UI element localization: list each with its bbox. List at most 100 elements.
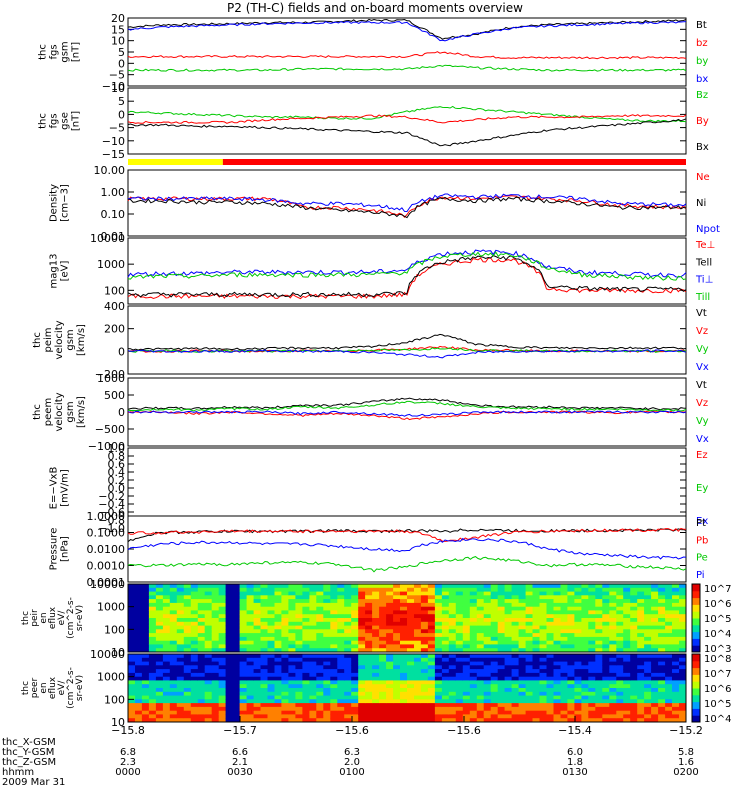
heatmap-cell (665, 665, 673, 670)
heatmap-cell (497, 606, 506, 611)
heatmap-cell (379, 644, 387, 649)
heatmap-cell (511, 714, 520, 719)
heatmap-cell (462, 672, 471, 678)
heatmap-cell (476, 587, 485, 593)
y-tick-label: 0.4 (108, 466, 126, 479)
heatmap-cell (546, 610, 554, 615)
heatmap-cell (434, 676, 443, 681)
heatmap-cell (679, 672, 687, 678)
heatmap-cell (455, 606, 464, 611)
heatmap-cell (588, 680, 596, 685)
heatmap-cell (288, 621, 296, 627)
heatmap-cell (511, 633, 520, 638)
heatmap-cell (553, 714, 561, 719)
heatmap-cell (497, 595, 506, 600)
heatmap-cell (483, 661, 492, 666)
heatmap-cell (393, 706, 401, 712)
heatmap-cell (351, 654, 359, 659)
heatmap-cell (358, 684, 366, 689)
heatmap-cell (135, 614, 143, 619)
heatmap-cell (281, 614, 289, 619)
heatmap-cell (623, 661, 631, 666)
heatmap-cell (211, 618, 220, 623)
heatmap-cell (135, 621, 143, 627)
heatmap-cell (295, 688, 303, 693)
heatmap-cell (518, 636, 527, 642)
heatmap-cell (135, 657, 143, 663)
heatmap-cell (344, 672, 352, 678)
heatmap-cell (658, 602, 666, 608)
heatmap-cell (581, 710, 589, 715)
heatmap-cell (539, 661, 547, 666)
heatmap-cell (204, 680, 213, 685)
heatmap-cell (420, 684, 429, 689)
heatmap-cell (183, 618, 192, 623)
heatmap-cell (302, 657, 310, 663)
heatmap-cell (441, 618, 450, 623)
heatmap-cell (525, 629, 534, 634)
heatmap-cell (672, 621, 680, 627)
y-tick-label: −1000 (88, 440, 125, 453)
heatmap-cell (560, 606, 568, 611)
heatmap-cell (239, 657, 248, 663)
heatmap-cell (281, 595, 289, 600)
heatmap-cell (420, 640, 429, 645)
heatmap-cell (148, 688, 157, 693)
heatmap-cell (190, 591, 199, 596)
heatmap-cell (128, 606, 136, 611)
heatmap-cell (183, 695, 192, 700)
heatmap-cell (637, 640, 645, 645)
heatmap-cell (497, 629, 506, 634)
heatmap-cell (497, 602, 506, 608)
heatmap-cell (246, 669, 255, 674)
heatmap-cell (197, 695, 206, 700)
heatmap-cell (267, 614, 275, 619)
heatmap-cell (148, 610, 157, 615)
heatmap-cell (141, 661, 150, 666)
heatmap-cell (288, 602, 296, 608)
heatmap-cell (644, 591, 652, 596)
heatmap-cell (274, 714, 282, 719)
heatmap-cell (260, 648, 268, 653)
heatmap-cell (253, 587, 262, 593)
heatmap-cell (658, 633, 666, 638)
heatmap-cell (323, 610, 331, 615)
heatmap-cell (427, 657, 436, 663)
heatmap-cell (553, 636, 561, 642)
heatmap-cell (288, 587, 296, 593)
heatmap-cell (511, 706, 520, 712)
y-tick-label: 0.6 (108, 458, 126, 471)
heatmap-cell (386, 625, 394, 630)
heatmap-cell (358, 654, 366, 659)
heatmap-cell (358, 614, 366, 619)
heatmap-cell (672, 625, 680, 630)
heatmap-cell (490, 714, 499, 719)
heatmap-cell (525, 640, 534, 645)
heatmap-cell (414, 695, 422, 700)
heatmap-cell (211, 691, 220, 697)
heatmap-cell (609, 680, 617, 685)
heatmap-cell (672, 618, 680, 623)
heatmap-cell (176, 618, 185, 623)
heatmap-cell (386, 618, 394, 623)
heatmap-cell (602, 625, 610, 630)
heatmap-cell (644, 691, 652, 697)
heatmap-cell (441, 654, 450, 659)
heatmap-cell (232, 669, 241, 674)
heatmap-cell (602, 706, 610, 712)
heatmap-cell (658, 606, 666, 611)
heatmap-cell (476, 661, 485, 666)
heatmap-cell (323, 699, 331, 704)
heatmap-cell (323, 695, 331, 700)
heatmap-cell (490, 606, 499, 611)
heatmap-cell (365, 706, 373, 712)
colorbar-segment (692, 654, 700, 662)
heatmap-cell (274, 654, 282, 659)
heatmap-cell (393, 684, 401, 689)
heatmap-cell (553, 699, 561, 704)
y-tick-label: 0 (118, 406, 125, 419)
y-axis-label: peer (30, 677, 40, 698)
heatmap-cell (344, 636, 352, 642)
heatmap-cell (448, 648, 457, 653)
heatmap-cell (330, 661, 338, 666)
